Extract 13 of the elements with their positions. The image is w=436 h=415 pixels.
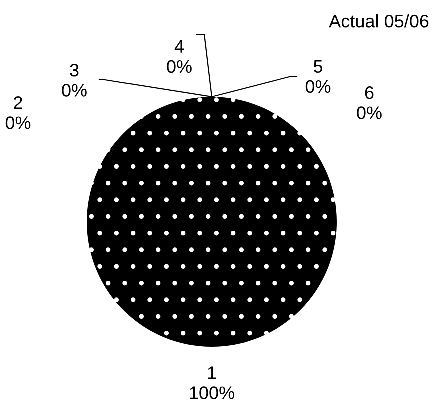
text: Actual 05/06 [329, 14, 429, 28]
category-label: 5 [314, 60, 323, 74]
category-label: 6 [365, 86, 374, 100]
text: 0% [62, 84, 87, 97]
text: 0% [357, 106, 382, 120]
text: 0% [6, 116, 31, 130]
text: 0% [167, 60, 192, 74]
text: 0% [306, 80, 331, 94]
category-label: 2 [14, 96, 22, 110]
category-label: 3 [70, 64, 79, 77]
slice-label: 1 [208, 366, 216, 380]
category-label: 4 [174, 40, 184, 53]
data-label: 100% [190, 386, 234, 400]
